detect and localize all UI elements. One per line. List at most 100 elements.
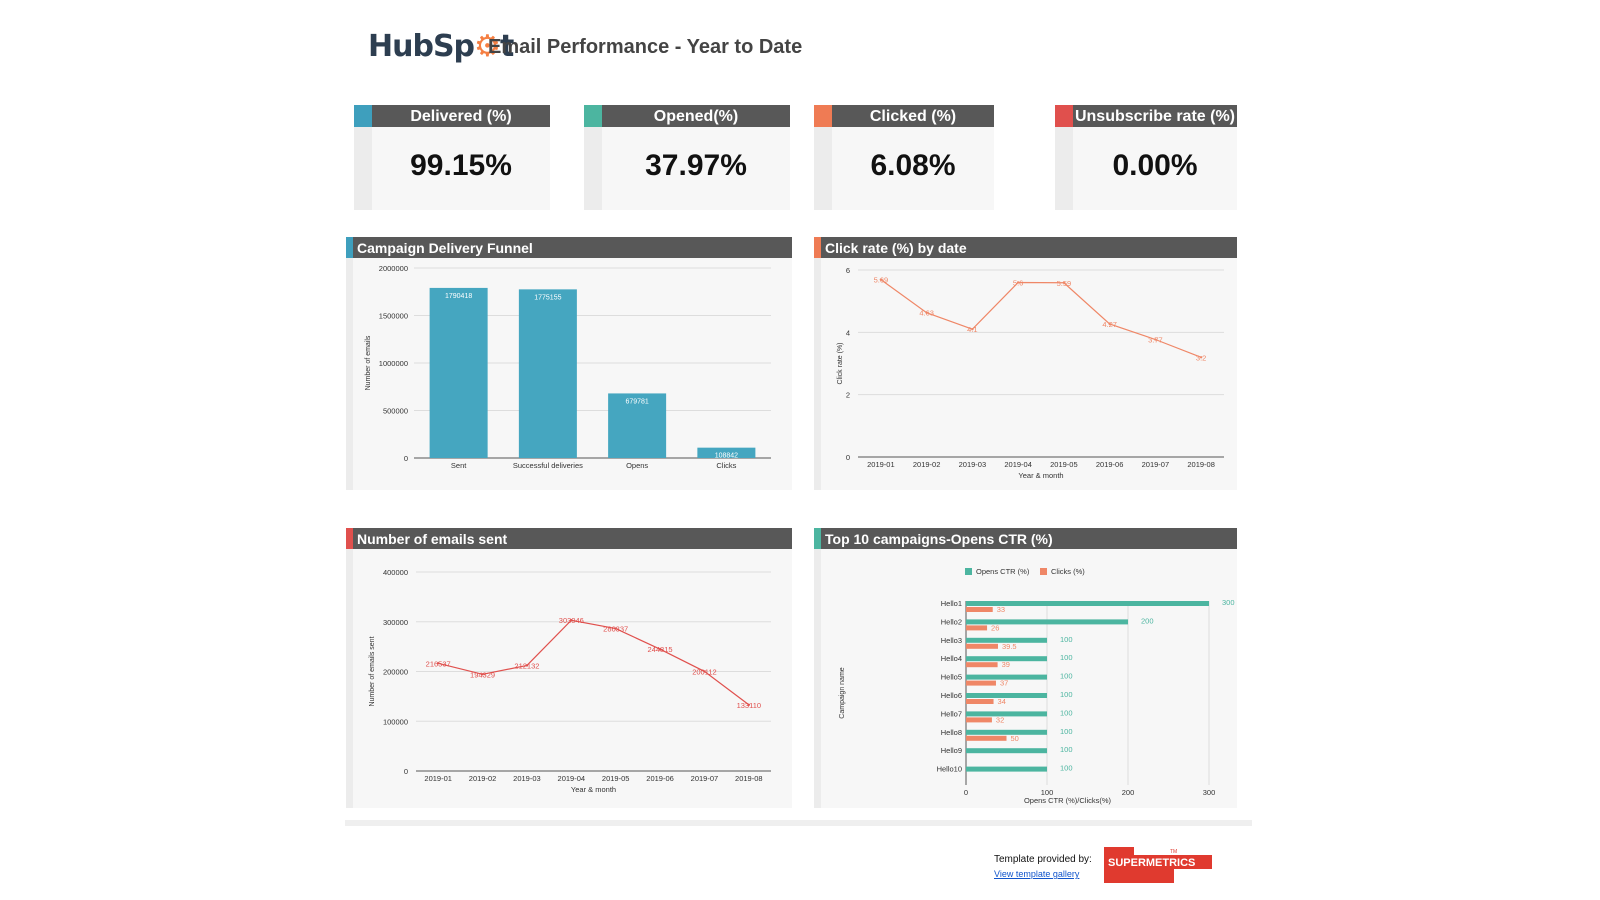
template-credit: Template provided by:	[994, 854, 1092, 865]
supermetrics-logo: SUPERMETRICS TM	[1104, 847, 1212, 883]
bar-value-label: 1775155	[534, 294, 561, 301]
panel-delivery-funnel: Campaign Delivery Funnel 0 500000 1000000 1…	[346, 237, 792, 490]
y-tick-label: Hello1	[941, 599, 962, 608]
y-tick-label: 300000	[383, 618, 408, 627]
sprocket-icon: ⚙	[474, 28, 501, 64]
x-tick-label: 2019-06	[646, 774, 674, 783]
y-tick-label: Hello4	[941, 654, 962, 663]
data-point	[1062, 281, 1066, 284]
emails-sent-chart: 0 100000 200000 300000 400000 Number of email…	[369, 568, 771, 794]
series-line	[880, 279, 1202, 358]
bar	[518, 289, 577, 458]
y-axis-label: Click rate (%)	[837, 342, 844, 384]
hubspot-logo: HubSp⚙t	[368, 26, 514, 66]
panel-title: Top 10 campaigns-Opens CTR (%)	[821, 528, 1237, 549]
data-point	[1154, 338, 1157, 341]
data-label: 244815	[648, 645, 673, 654]
bar	[966, 674, 1047, 680]
data-point	[703, 670, 706, 673]
bar	[966, 699, 994, 704]
data-point	[481, 673, 484, 676]
data-label: 216537	[426, 659, 451, 668]
data-point	[436, 662, 440, 665]
kpi-accent	[814, 105, 832, 127]
y-tick-label: 2000000	[379, 264, 408, 273]
y-tick-label: Hello5	[941, 673, 962, 682]
bar	[966, 711, 1047, 717]
bar-value-label: 100	[1060, 745, 1073, 754]
legend-swatch	[1040, 568, 1047, 575]
bar	[966, 656, 1047, 662]
bar	[966, 625, 988, 631]
bar-value-label: 300	[1222, 598, 1235, 607]
view-template-gallery-link[interactable]: View template gallery	[994, 869, 1080, 879]
y-tick-label: Hello2	[941, 617, 962, 626]
bar-value-label: 100	[1060, 672, 1073, 681]
kpi-value: 37.97%	[645, 149, 747, 182]
data-label: 5.6	[1013, 278, 1023, 287]
data-label: 286337	[603, 625, 628, 634]
x-tick-label: 2019-01	[867, 460, 895, 469]
x-tick-label: 2019-07	[691, 774, 719, 783]
y-tick-label: 4	[846, 328, 850, 337]
bar-value-label: 26	[991, 623, 999, 632]
data-label: 5.59	[1057, 279, 1072, 288]
x-tick-label: 0	[964, 788, 968, 797]
bar-value-label: 100	[1060, 727, 1073, 736]
bar	[966, 693, 1047, 698]
y-tick-label: 200000	[383, 668, 408, 677]
x-tick-label: 300	[1203, 788, 1216, 797]
y-axis-label: Number of emails	[365, 335, 372, 390]
logo-text-a: HubSp	[368, 28, 475, 64]
kpi-accent	[354, 105, 372, 127]
x-axis-label: Opens CTR (%)/Clicks(%)	[1024, 796, 1112, 805]
y-tick-label: 2	[846, 391, 850, 400]
x-tick-label: 2019-04	[1004, 460, 1032, 469]
x-tick-label: 2019-03	[959, 460, 987, 469]
y-tick-label: Hello3	[941, 636, 962, 645]
data-point	[879, 278, 883, 281]
bar	[966, 766, 1047, 772]
x-tick-label: 2019-03	[513, 774, 541, 783]
click-rate-chart: 0 2 4 6 Click rate (%) 5.69 2019-01 4.63 2019-02…	[837, 266, 1224, 480]
data-label: 3.77	[1148, 336, 1163, 345]
kpi-card-clicked: Clicked (%) 6.08%	[814, 105, 994, 210]
bar-value-label: 39.5	[1002, 642, 1017, 651]
data-point	[925, 311, 928, 314]
y-tick-label: 0	[404, 767, 408, 776]
x-tick-label: 200	[1122, 788, 1135, 797]
kpi-card-unsubscribe: Unsubscribe rate (%) 0.00%	[1055, 105, 1237, 210]
y-tick-label: Hello6	[941, 691, 962, 700]
y-axis-label: Campaign name	[839, 667, 846, 718]
y-axis-label: Number of emails sent	[369, 636, 376, 706]
bar	[966, 729, 1047, 735]
x-tick-label: 2019-01	[424, 774, 452, 783]
kpi-accent	[584, 105, 602, 127]
data-point	[1199, 356, 1203, 359]
panel-title: Click rate (%) by date	[821, 237, 1237, 258]
bar	[966, 717, 992, 723]
bar	[966, 619, 1128, 625]
panel-title: Number of emails sent	[353, 528, 792, 549]
bar-value-label: 100	[1060, 708, 1073, 717]
x-tick-label: 100	[1041, 788, 1054, 797]
bar	[966, 735, 1007, 741]
panel-click-rate: Click rate (%) by date 0 2 4 6 Click rate (%…	[814, 237, 1237, 490]
page-title: Email Performance - Year to Date	[488, 36, 803, 58]
bar	[966, 637, 1047, 643]
top10-campaigns-chart: Opens CTR (%) Clicks (%) 0 100 200 300 Opens C…	[839, 567, 1235, 805]
data-point	[971, 328, 974, 331]
y-tick-label: 400000	[383, 568, 408, 577]
y-tick-label: 1500000	[379, 312, 408, 321]
x-tick-label: 2019-07	[1142, 460, 1170, 469]
brand-text: SUPERMETRICS	[1108, 857, 1195, 869]
bar-value-label: 100	[1060, 653, 1073, 662]
data-label: 4.1	[967, 325, 977, 334]
bar	[966, 607, 993, 612]
y-tick-label: 0	[404, 454, 408, 463]
logo-text: HubSp⚙t	[368, 28, 514, 64]
y-tick-label: 0	[846, 453, 850, 462]
bar	[966, 662, 998, 668]
bar	[966, 643, 998, 649]
data-label: 5.69	[874, 276, 889, 285]
